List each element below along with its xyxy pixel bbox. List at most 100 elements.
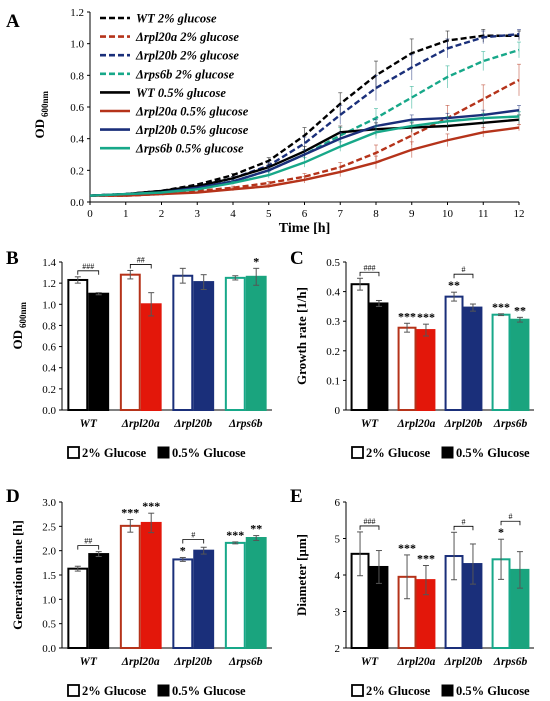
c-significance-mark: *** [492, 300, 510, 314]
d-bar [88, 553, 110, 649]
a-x-tick-label: 4 [230, 208, 236, 220]
b-y-axis-title: OD 600nm [10, 301, 28, 349]
d-x-tick-label: WT [80, 656, 98, 668]
c-legend-label-2pct: 2% Glucose [366, 446, 431, 460]
d-y-tick-label: 0.5 [42, 619, 56, 631]
d-bar [193, 549, 215, 650]
d-x-tick-label: Δrps6b [228, 656, 263, 668]
panel-letter-d: D [6, 486, 20, 507]
b-y-tick-label: 0.4 [42, 363, 56, 375]
a-y-tick-label: 0.0 [70, 197, 84, 209]
e-bracket-label: ### [364, 517, 376, 526]
c-bar [510, 318, 530, 411]
a-y-axis-title-sub: 600nm [40, 90, 50, 117]
d-bar [224, 541, 246, 650]
e-x-tick-label: Δrpl20a [397, 656, 436, 668]
a-x-tick-label: 5 [266, 208, 272, 220]
e-y-axis-title: Diameter [µm] [294, 534, 309, 616]
e-x-tick-label: WT [361, 656, 379, 668]
c-legend-swatch-05pct [441, 446, 454, 459]
a-y-axis-title-main: OD [32, 119, 47, 139]
a-y-tick-label: 0.8 [70, 70, 84, 82]
c-y-tick-label: 0.3 [326, 316, 340, 328]
b-y-tick-label: 1.2 [42, 278, 56, 290]
a-legend-label: Δrps6b 0.5% glucose [135, 142, 244, 156]
e-y-tick-label: 4 [335, 570, 341, 582]
d-legend-swatch-2pct [67, 684, 80, 697]
b-legend-label-05pct: 0.5% Glucose [172, 446, 246, 460]
panel-letter-a: A [6, 11, 20, 32]
d-bracket-label: ## [84, 537, 92, 546]
d-bar [67, 567, 89, 650]
c-bracket-label: # [462, 265, 466, 274]
e-x-tick-label: Δrpl20b [444, 656, 483, 668]
panel-letter-b: B [6, 248, 19, 269]
b-significance-mark: * [253, 254, 259, 268]
c-significance-mark: ** [448, 278, 460, 292]
b-bar [67, 278, 89, 411]
a-legend-label: WT 0.5% glucose [136, 86, 226, 100]
b-legend-label-2pct: 2% Glucose [82, 446, 147, 460]
c-bracket-label: ### [364, 263, 376, 272]
a-y-tick-label: 1.2 [70, 7, 84, 19]
e-significance-mark: * [498, 525, 504, 539]
a-y-tick-label: 1.0 [70, 39, 84, 51]
e-significance-mark: *** [417, 552, 435, 566]
b-bracket-label: ## [137, 255, 145, 264]
a-y-tick-label: 0.2 [70, 165, 84, 177]
b-y-tick-label: 1.0 [42, 299, 56, 311]
b-x-tick-label: WT [80, 418, 98, 430]
d-y-tick-label: 0.0 [42, 643, 56, 655]
c-x-tick-label: Δrps6b [493, 418, 528, 430]
a-legend-label: Δrpl20a 2% glucose [135, 30, 239, 44]
d-x-tick-label: Δrpl20a [121, 656, 160, 668]
a-legend-label: Δrpl20a 0.5% glucose [135, 105, 249, 119]
a-legend-label: Δrpl20b 0.5% glucose [135, 123, 249, 137]
a-x-tick-label: 2 [159, 208, 165, 220]
a-legend-label: WT 2% glucose [136, 12, 217, 26]
c-significance-mark: *** [398, 309, 416, 323]
b-x-tick-label: Δrpl20b [173, 418, 212, 430]
b-bar [172, 274, 194, 411]
c-bar [444, 295, 464, 411]
c-bar [369, 302, 389, 411]
a-x-tick-label: 1 [123, 208, 129, 220]
c-y-tick-label: 0.1 [326, 375, 340, 387]
c-bar [397, 326, 417, 412]
a-series-line [90, 126, 520, 197]
e-significance-bracket [453, 525, 474, 531]
c-significance-mark: ** [514, 303, 526, 317]
e-y-tick-label: 6 [335, 497, 341, 509]
e-legend-swatch-05pct [441, 684, 454, 697]
d-significance-mark: *** [121, 506, 139, 520]
b-x-tick-label: Δrps6b [228, 418, 263, 430]
b-significance-bracket [77, 270, 100, 275]
a-x-tick-label: 12 [514, 208, 525, 220]
e-legend-label-05pct: 0.5% Glucose [456, 684, 530, 698]
d-y-tick-label: 2.5 [42, 521, 56, 533]
c-y-axis-title-main: Growth rate [1/h] [294, 287, 309, 385]
a-x-tick-label: 0 [87, 208, 93, 220]
c-significance-bracket [359, 271, 380, 277]
b-y-tick-label: 0.6 [42, 342, 56, 354]
b-significance-bracket [129, 264, 152, 269]
e-y-tick-label: 3 [335, 607, 341, 619]
e-y-axis-title-main: Diameter [µm] [294, 534, 309, 616]
a-x-tick-label: 8 [373, 208, 379, 220]
b-y-axis-title-sub: 600nm [18, 301, 28, 328]
d-y-tick-label: 3.0 [42, 497, 56, 509]
d-significance-bracket [77, 545, 100, 550]
a-x-tick-label: 10 [442, 208, 454, 220]
e-bracket-label: # [509, 512, 513, 521]
a-x-tick-label: 6 [302, 208, 308, 220]
e-y-tick-label: 2 [335, 643, 341, 655]
d-y-axis-title: Generation time [h] [10, 520, 25, 630]
b-bar [193, 281, 215, 412]
a-series-line [89, 115, 520, 197]
d-bar [119, 524, 141, 650]
e-significance-bracket [500, 520, 521, 526]
d-significance-mark: ** [250, 522, 262, 536]
a-y-tick-label: 0.4 [70, 134, 84, 146]
d-legend-label-2pct: 2% Glucose [82, 684, 147, 698]
